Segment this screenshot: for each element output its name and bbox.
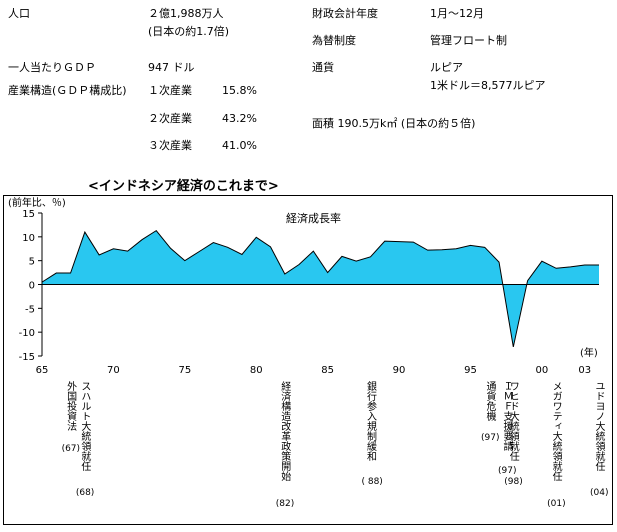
y-tick-label: 5 (29, 257, 35, 268)
sector-name: １次産業 (148, 84, 192, 97)
event-label: 通貨危機 (484, 381, 496, 421)
population-note: (日本の約1.7倍) (148, 25, 230, 38)
event-year: ( 88) (361, 477, 383, 487)
event-year: (67) (61, 444, 81, 454)
x-tick-label: 70 (107, 365, 120, 376)
area-text: 面積 190.5万k㎡ (日本の約５倍) (312, 117, 476, 130)
y-tick-label: -10 (19, 328, 35, 339)
event-label: ユドヨノ大統領就任 (593, 381, 604, 471)
y-axis-label: (前年比、％) (8, 198, 66, 209)
x-tick-label: 65 (36, 365, 49, 376)
gdp-per-capita-label: 一人当たりＧＤＰ (8, 61, 96, 74)
fiscal-year-label: 財政会計年度 (312, 7, 378, 20)
fx-regime-value: 管理フロート制 (430, 34, 507, 47)
event-year: (97) (481, 433, 500, 443)
x-tick-label: 75 (178, 365, 191, 376)
population-label: 人口 (8, 7, 30, 20)
event-label: ＩＭＦ支援要請 (501, 381, 513, 451)
fx-regime-label: 為替制度 (312, 34, 356, 47)
event-year: (04) (590, 488, 609, 498)
y-tick-label: 0 (29, 281, 35, 292)
sector-share: 43.2% (222, 112, 257, 125)
sector-name: ２次産業 (148, 112, 192, 125)
x-tick-label: 95 (464, 365, 477, 376)
event-year: (98) (504, 477, 523, 487)
chart-title: 経済成長率 (286, 212, 341, 225)
event-label: ワヒド大統領就任 (507, 381, 519, 461)
event-year: (82) (275, 499, 295, 509)
y-tick-label: 10 (22, 233, 35, 244)
event-label: 経済構造改革政策開始 (278, 381, 290, 481)
event-label: 外国投資法 (64, 381, 76, 431)
x-axis-label: (年) (580, 348, 598, 359)
sector-share: 15.8% (222, 84, 257, 97)
gdp-per-capita-value: 947 ドル (148, 61, 195, 74)
exchange-rate: 1米ドル＝8,577ルピア (430, 79, 546, 92)
sector-name: ３次産業 (148, 139, 192, 152)
event-year: (68) (75, 488, 95, 498)
x-tick-label: 85 (321, 365, 334, 376)
event-label: メガワティ大統領就任 (550, 381, 562, 481)
fiscal-year-value: 1月～12月 (430, 7, 484, 20)
sector-share: 41.0% (222, 139, 257, 152)
x-tick-label: 03 (578, 365, 591, 376)
section-title: <インドネシア経済のこれまで> (86, 179, 281, 194)
event-year: (97) (498, 466, 517, 476)
x-tick-label: 00 (536, 365, 549, 376)
event-label: 銀行参入規制緩和 (364, 381, 376, 461)
series-area (42, 230, 599, 347)
series-line (41, 229, 599, 348)
currency-value: ルピア (430, 61, 463, 74)
y-tick-label: 15 (22, 209, 35, 220)
x-tick-label: 80 (250, 365, 263, 376)
currency-label: 通貨 (312, 61, 334, 74)
event-label: スハルト大統領就任 (78, 381, 90, 471)
chart-frame (3, 195, 613, 525)
y-tick-label: -5 (25, 304, 35, 315)
event-year: (01) (547, 499, 566, 509)
y-tick-label: -15 (19, 352, 35, 363)
x-tick-label: 90 (393, 365, 406, 376)
population-value: ２億1,988万人 (148, 7, 224, 20)
industry-structure-label: 産業構造(ＧＤＰ構成比) (8, 84, 127, 97)
